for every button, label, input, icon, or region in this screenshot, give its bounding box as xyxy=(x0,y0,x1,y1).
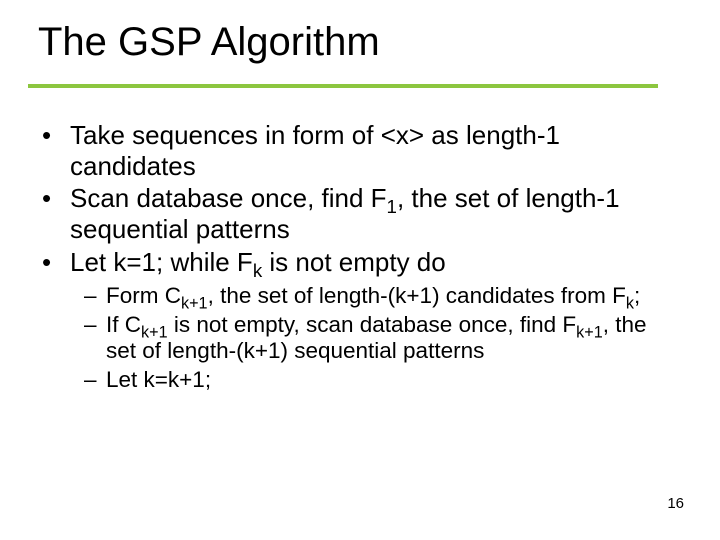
slide-body: • Take sequences in form of <x> as lengt… xyxy=(42,120,682,396)
bullet-item: • Scan database once, find F1, the set o… xyxy=(42,183,682,244)
sub-bullet-block: – Form Ck+1, the set of length-(k+1) can… xyxy=(84,283,682,393)
sub-bullet-marker: – xyxy=(84,312,106,365)
sub-bullet-item: – Form Ck+1, the set of length-(k+1) can… xyxy=(84,283,682,310)
bullet-text: Let k=1; while Fk is not empty do xyxy=(70,247,682,278)
sub-bullet-text: Form Ck+1, the set of length-(k+1) candi… xyxy=(106,283,682,310)
sub-bullet-item: – Let k=k+1; xyxy=(84,367,682,394)
bullet-marker: • xyxy=(42,247,70,278)
page-number: 16 xyxy=(667,495,684,512)
bullet-item: • Let k=1; while Fk is not empty do xyxy=(42,247,682,278)
bullet-marker: • xyxy=(42,183,70,244)
bullet-text: Scan database once, find F1, the set of … xyxy=(70,183,682,244)
slide-title: The GSP Algorithm xyxy=(38,20,380,65)
title-underline xyxy=(28,84,658,88)
sub-bullet-item: – If Ck+1 is not empty, scan database on… xyxy=(84,312,682,365)
sub-bullet-marker: – xyxy=(84,283,106,310)
slide: The GSP Algorithm • Take sequences in fo… xyxy=(0,0,720,540)
sub-bullet-marker: – xyxy=(84,367,106,394)
bullet-item: • Take sequences in form of <x> as lengt… xyxy=(42,120,682,181)
sub-bullet-text: Let k=k+1; xyxy=(106,367,682,394)
bullet-marker: • xyxy=(42,120,70,181)
sub-bullet-text: If Ck+1 is not empty, scan database once… xyxy=(106,312,682,365)
bullet-text: Take sequences in form of <x> as length-… xyxy=(70,120,682,181)
